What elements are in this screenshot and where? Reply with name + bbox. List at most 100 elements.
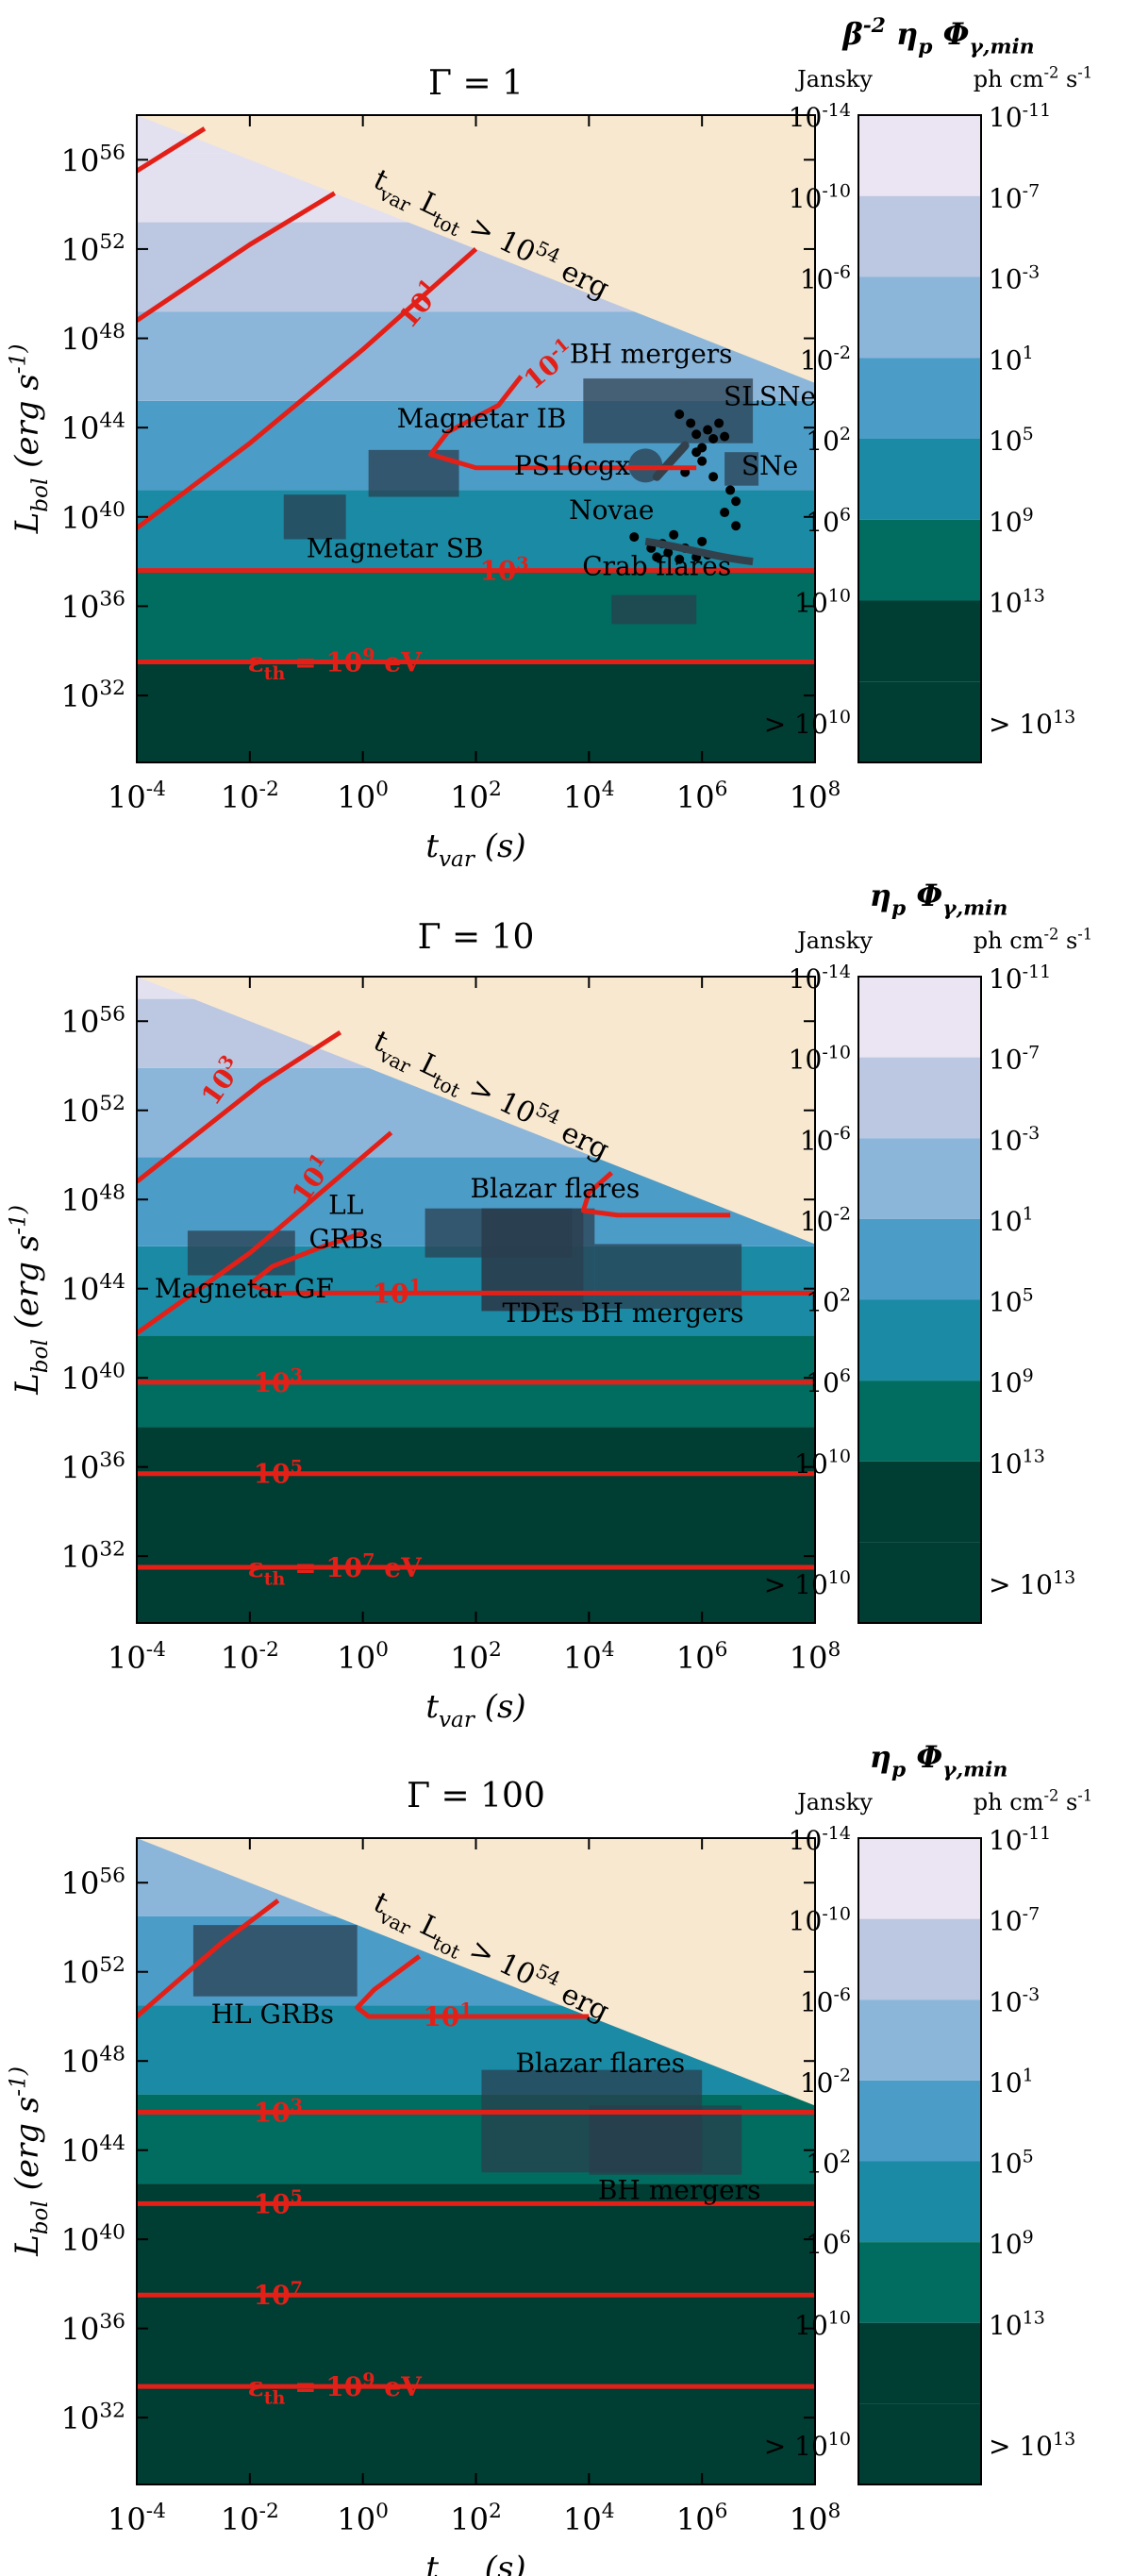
- colorbar-tick-right: 10-11: [989, 1823, 1051, 1856]
- y-axis-label: Lbol (erg s-1): [6, 344, 53, 535]
- x-tick-label: 108: [790, 2500, 841, 2537]
- y-tick-label: 1048: [61, 2042, 125, 2080]
- y-axis-label: Lbol (erg s-1): [6, 2066, 53, 2257]
- colorbar-frame: [857, 1837, 982, 2485]
- source-label: BH mergers: [598, 2175, 761, 2206]
- data-point: [674, 554, 685, 564]
- source-box: [481, 1208, 595, 1312]
- colorbar-tick-left: 1010: [794, 2308, 851, 2341]
- data-point: [669, 529, 679, 540]
- band-0: [137, 1427, 815, 1623]
- contour-curve: [137, 1029, 342, 1184]
- source-label: Novae: [569, 494, 654, 526]
- y-tick-label: 1044: [61, 2132, 125, 2169]
- data-point: [708, 434, 719, 443]
- colorbar-tick-right: 109: [989, 1365, 1034, 1398]
- source-box: [192, 1925, 358, 1997]
- source-box: [589, 2105, 742, 2175]
- contour-curve: [247, 1230, 815, 1296]
- colorbar-tick-right: 10-3: [989, 261, 1040, 294]
- y-tick-label: 1052: [61, 1953, 125, 1991]
- svg-text:103: 103: [254, 1365, 303, 1398]
- contour-label: 103: [479, 553, 528, 586]
- source-label: Magnetar SB: [307, 532, 484, 563]
- colorbar-tick-left: > 1010: [764, 1567, 851, 1600]
- data-point: [697, 443, 708, 453]
- band-0: [137, 2183, 815, 2484]
- svg-text:εth = 109 eV: εth = 109 eV: [248, 2369, 423, 2409]
- colorbar-tick-right: 10-3: [989, 1123, 1040, 1156]
- colorbar-tick-right: 1013: [989, 1447, 1045, 1480]
- colorbar-segment: [858, 2080, 981, 2162]
- source-label: TDEs: [502, 1297, 574, 1329]
- contour-label: 105: [254, 2186, 303, 2219]
- source-label: GRBs: [308, 1223, 382, 1254]
- panel-title: Γ = 100: [407, 1777, 545, 1815]
- band-0: [137, 661, 815, 762]
- svg-text:101: 101: [373, 1276, 422, 1309]
- y-tick-label: 1048: [61, 320, 125, 358]
- colorbar-tick-right: 1013: [989, 2308, 1045, 2341]
- data-point: [686, 418, 696, 428]
- colorbar-tick-right: 105: [989, 1284, 1034, 1317]
- source-label: Blazar flares: [515, 2048, 685, 2079]
- colorbar-units-right: ph cm-2 s-1: [974, 925, 1092, 954]
- colorbar-tick-left: 1010: [794, 1447, 851, 1480]
- source-box: [594, 1244, 742, 1309]
- x-axis-label: tvar (s): [425, 1688, 525, 1732]
- colorbar-tick-left: 10-14: [789, 100, 851, 133]
- data-point: [720, 431, 730, 442]
- colorbar-tick-right: 101: [989, 343, 1034, 376]
- forbidden-region: [137, 977, 815, 1245]
- source-box: [611, 594, 697, 625]
- y-tick-label: 1036: [61, 2310, 125, 2348]
- colorbar-units-right: ph cm-2 s-1: [974, 1786, 1092, 1815]
- x-tick-label: 10-2: [221, 1638, 279, 1676]
- colorbar-segment: [858, 1918, 981, 2000]
- colorbar-segment: [858, 1299, 981, 1381]
- contour-label: 103: [254, 2095, 303, 2128]
- data-point: [629, 532, 640, 543]
- x-axis-label: tvar (s): [425, 828, 525, 872]
- colorbar-segment: [858, 2322, 981, 2404]
- colorbar-tick-left: 10-14: [789, 962, 851, 995]
- colorbar-tick-right: 1013: [989, 585, 1045, 618]
- contour-curve: [137, 191, 337, 323]
- x-tick-label: 106: [676, 778, 728, 815]
- data-point: [674, 409, 685, 419]
- contour-curve: [137, 126, 207, 174]
- colorbar-tick-left: 10-2: [800, 343, 851, 376]
- y-tick-label: 1036: [61, 588, 125, 626]
- source-box: [187, 1230, 295, 1276]
- colorbar-segment: [858, 1461, 981, 1543]
- data-point: [731, 521, 741, 531]
- colorbar-segment: [858, 2161, 981, 2243]
- colorbar-segment: [858, 439, 981, 520]
- contour-label: 101: [373, 1276, 422, 1309]
- x-tick-label: 102: [450, 2500, 502, 2537]
- colorbar-tick-left: > 1010: [764, 707, 851, 740]
- colorbar-tick-left: 10-14: [789, 1823, 851, 1856]
- colorbar-segment: [858, 1380, 981, 1462]
- y-tick-label: 1052: [61, 1092, 125, 1129]
- colorbar-tick-right: 101: [989, 2066, 1034, 2099]
- x-tick-label: 108: [790, 778, 841, 815]
- colorbar-tick-left: 10-6: [800, 1984, 851, 2017]
- colorbar-tick-right: 10-3: [989, 1984, 1040, 2017]
- colorbar-segment: [858, 2242, 981, 2323]
- contour-curve: [428, 375, 697, 471]
- colorbar-frame: [857, 114, 982, 763]
- x-tick-label: 10-4: [108, 778, 166, 815]
- panel-title: Γ = 1: [428, 64, 524, 103]
- source-label: SNe: [741, 450, 798, 481]
- contour-label: 101: [423, 1999, 472, 2032]
- colorbar-segment: [858, 1138, 981, 1219]
- source-box: [724, 452, 759, 486]
- colorbar-units-left: Jansky: [794, 66, 873, 92]
- colorbar-tick-right: 10-11: [989, 100, 1051, 133]
